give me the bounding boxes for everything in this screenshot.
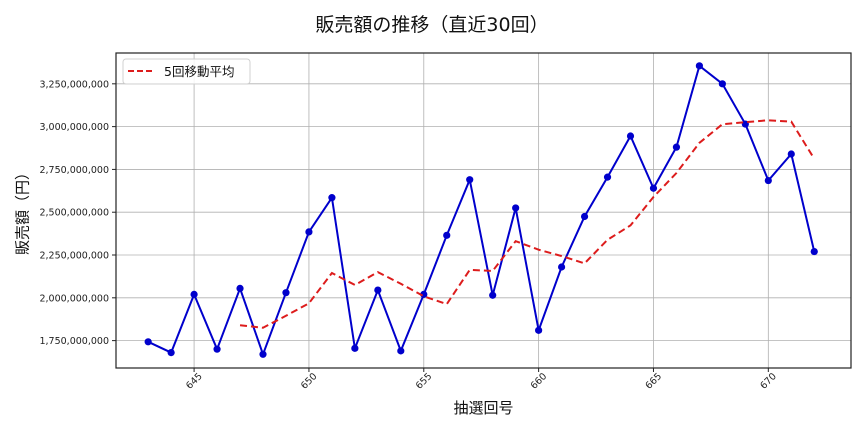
data-point-marker	[213, 345, 221, 353]
y-tick-label: 2,000,000,000	[39, 293, 109, 304]
grid-lines	[116, 53, 851, 368]
data-point-marker	[489, 291, 497, 299]
legend-label: 5回移動平均	[164, 64, 234, 79]
data-point-marker	[374, 286, 382, 294]
y-tick-label: 3,250,000,000	[39, 79, 109, 90]
sales-line	[147, 64, 816, 358]
data-point-marker	[351, 344, 359, 352]
data-point-marker	[649, 184, 658, 192]
x-axis-label: 抽選回号	[453, 399, 514, 417]
data-point-marker	[305, 228, 313, 236]
x-tick-label: 665	[644, 371, 665, 392]
axis-ticks: 1,750,000,000 2,000,000,000 2,250,000,000 2…	[39, 79, 778, 391]
y-tick-label: 2,750,000,000	[39, 165, 109, 176]
x-tick-label: 645	[184, 371, 205, 392]
y-tick-label: 2,250,000,000	[39, 251, 109, 262]
data-point-marker	[259, 350, 267, 358]
legend: 5回移動平均	[122, 58, 251, 85]
data-point-marker	[764, 176, 772, 185]
axes-frame	[115, 52, 852, 369]
data-point-marker	[718, 80, 726, 88]
data-point-marker	[144, 338, 152, 346]
data-point-marker	[695, 62, 704, 70]
moving-average-line	[239, 119, 816, 329]
data-point-marker	[787, 150, 795, 158]
data-point-marker	[741, 120, 749, 128]
data-point-marker	[282, 289, 290, 297]
chart-title: 販売額の推移（直近30回）	[315, 14, 549, 36]
data-point-marker	[397, 347, 405, 355]
data-point-marker	[535, 326, 543, 334]
data-point-marker	[810, 247, 818, 256]
data-point-marker	[167, 348, 175, 357]
data-point-marker	[512, 204, 520, 212]
data-series	[144, 62, 818, 358]
x-tick-label: 660	[529, 371, 550, 392]
x-tick-label: 650	[299, 371, 320, 392]
data-point-marker	[190, 290, 198, 298]
data-point-marker	[328, 194, 336, 202]
data-point-marker	[236, 284, 244, 292]
x-tick-label: 670	[758, 371, 779, 392]
y-tick-label: 2,500,000,000	[39, 208, 109, 219]
data-point-marker	[466, 176, 474, 184]
x-tick-label: 655	[414, 371, 435, 392]
data-point-marker	[443, 231, 451, 239]
data-point-marker	[626, 132, 635, 140]
y-tick-label: 1,750,000,000	[39, 336, 109, 347]
data-point-marker	[672, 143, 681, 151]
data-point-marker	[557, 263, 566, 271]
data-point-marker	[603, 173, 612, 181]
y-tick-label: 3,000,000,000	[39, 122, 109, 133]
legend-box	[122, 58, 251, 85]
data-point-marker	[580, 212, 589, 221]
